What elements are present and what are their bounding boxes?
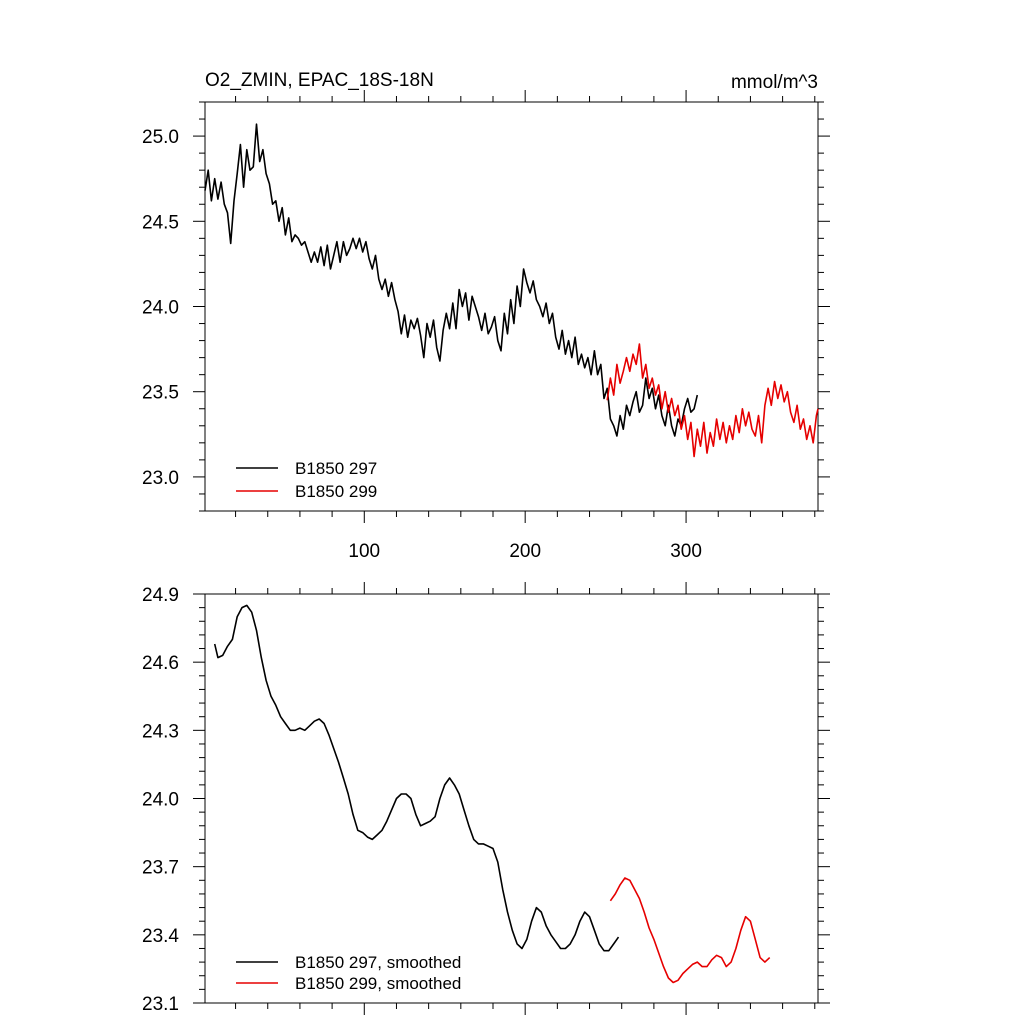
top-legend-label-2: B1850 299 xyxy=(295,482,377,501)
top-legend-label-1: B1850 297 xyxy=(295,459,377,478)
top-x-tick-label: 200 xyxy=(509,541,541,562)
bottom-y-tick-label: 24.3 xyxy=(142,721,179,742)
top-chart-title: O2_ZMIN, EPAC_18S-18N xyxy=(205,70,434,91)
bottom-y-tick-label: 23.7 xyxy=(142,858,179,879)
bottom-y-tick-label: 24.6 xyxy=(142,653,179,674)
top-y-tick-label: 23.5 xyxy=(142,383,179,404)
bottom-legend-label-2: B1850 299, smoothed xyxy=(295,974,461,993)
top-series-line-1 xyxy=(204,123,699,437)
top-chart-units: mmol/m^3 xyxy=(731,72,818,93)
top-plot-panel: 100 200 300 23.0 23.5 24.0 24.5 25.0 B1850 297 B1… xyxy=(142,90,830,562)
top-y-tick-label: 24.5 xyxy=(142,212,179,233)
bottom-y-tick-label: 24.0 xyxy=(142,790,179,811)
bottom-y-tick-label: 23.1 xyxy=(142,994,179,1015)
bottom-plot-panel: 23.1 23.4 23.7 24.0 24.3 24.6 24.9 B1850 297, s… xyxy=(142,582,830,1015)
bottom-y-tick-label: 23.4 xyxy=(142,926,179,947)
top-x-tick-label: 100 xyxy=(348,541,380,562)
top-y-tick-label: 23.0 xyxy=(142,468,179,489)
bottom-y-tick-label: 24.9 xyxy=(142,585,179,606)
bottom-plot-frame xyxy=(204,593,819,1004)
bottom-legend-label-1: B1850 297, smoothed xyxy=(295,953,461,972)
bottom-series-line-2 xyxy=(609,877,771,984)
top-y-tick-label: 24.0 xyxy=(142,298,179,319)
top-x-tick-label: 300 xyxy=(670,541,702,562)
top-series-line-2 xyxy=(606,343,819,458)
bottom-series-line-1 xyxy=(213,604,620,952)
top-y-tick-label: 25.0 xyxy=(142,127,179,148)
